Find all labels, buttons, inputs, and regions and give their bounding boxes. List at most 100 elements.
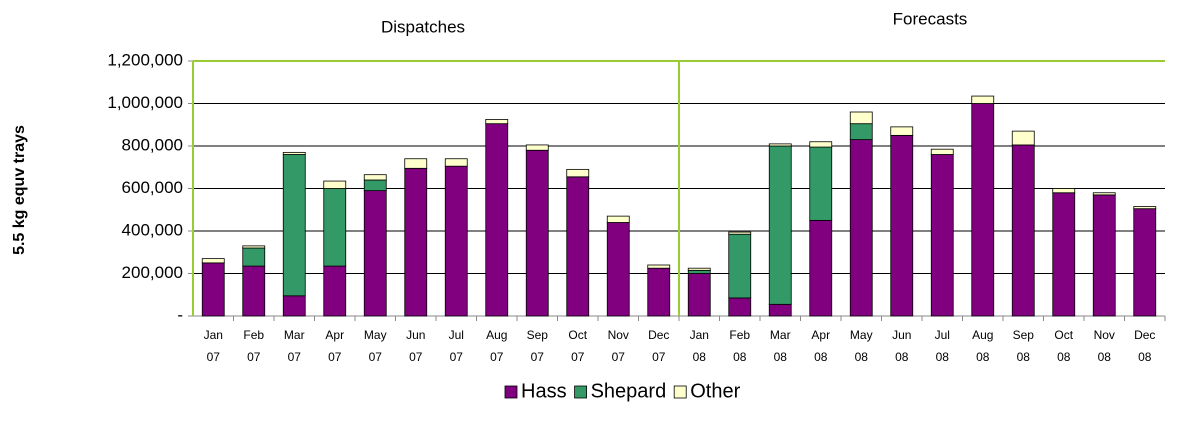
x-tick-label-box: Nov 07 <box>607 328 629 364</box>
x-tick-label: Aug 08 <box>972 328 994 364</box>
bar-segment <box>363 190 387 317</box>
legend-label: Shepard <box>591 380 667 402</box>
x-tick-label-box: Sep 08 <box>1012 328 1034 364</box>
x-tick-label: May 07 <box>363 328 387 364</box>
bar-segment <box>606 215 630 223</box>
y-tick-label: - <box>177 305 183 324</box>
bar-segment <box>525 144 549 151</box>
x-tick-label: Oct 07 <box>568 328 588 364</box>
y-axis-label: 5.5 kg equv trays <box>11 125 28 255</box>
x-tick-label-box: Jan 08 <box>689 328 709 364</box>
bar-segment <box>1011 130 1035 146</box>
x-tick-label-box: Jan 07 <box>204 328 223 364</box>
x-tick-label: Jun 07 <box>406 328 426 364</box>
bar-segment <box>1052 188 1076 194</box>
bar-segment <box>201 258 225 264</box>
bar-segment <box>768 303 792 317</box>
bar-segment <box>485 123 509 317</box>
bar-segment <box>1052 192 1076 317</box>
bar-segment <box>971 103 995 317</box>
bar-segment <box>404 158 428 169</box>
bar-segment <box>930 154 954 317</box>
bar-segment <box>728 233 752 299</box>
bar-segment <box>1133 206 1157 210</box>
y-tick-label: 600,000 <box>122 178 183 197</box>
x-tick-label: Nov 07 <box>607 328 629 364</box>
x-tick-label: Dec 07 <box>648 328 670 364</box>
x-tick-label-box: Dec 07 <box>648 328 670 364</box>
bar-segment <box>728 297 752 317</box>
bar-segment <box>647 267 671 317</box>
x-tick-label: Jan 08 <box>689 328 709 364</box>
bar-segment <box>404 167 428 317</box>
bar-segment <box>1133 208 1157 317</box>
bar-segment <box>606 222 630 317</box>
x-tick-label: Jul 08 <box>934 328 950 364</box>
x-tick-label: Feb 07 <box>243 328 265 364</box>
bar-segment <box>687 269 711 274</box>
bar-segment <box>242 265 266 317</box>
legend-label: Hass <box>521 380 567 402</box>
x-tick-label-box: Oct 08 <box>1054 328 1073 364</box>
bar-segment <box>890 126 914 136</box>
x-tick-label: Mar 08 <box>769 328 791 364</box>
x-tick-label: May 08 <box>849 328 873 364</box>
bar-segment <box>687 267 711 271</box>
bar-segment <box>242 247 266 267</box>
bar-segment <box>363 174 387 181</box>
bar-segment <box>1011 144 1035 317</box>
annotation: Dispatches <box>381 17 465 36</box>
x-tick-label-box: Sep 07 <box>526 328 548 364</box>
x-tick-label-box: Jul 08 <box>934 328 950 364</box>
x-tick-label-box: Dec 08 <box>1134 328 1155 364</box>
y-tick-label: 1,200,000 <box>107 50 183 69</box>
bar-segment <box>849 123 873 141</box>
bar-segment <box>687 273 711 317</box>
x-tick-label: Sep 07 <box>526 328 548 364</box>
x-tick-label-box: Aug 08 <box>972 328 994 364</box>
x-tick-label-box: Jul 07 <box>448 328 464 364</box>
bar-segment <box>323 265 347 317</box>
bar-segment <box>1092 192 1116 196</box>
annotation: Forecasts <box>893 9 968 28</box>
x-tick-label-box: Aug 07 <box>486 328 507 364</box>
bar-segment <box>971 95 995 104</box>
x-tick-label: Jul 07 <box>448 328 464 364</box>
bar-segment <box>809 141 833 148</box>
y-tick-label: 400,000 <box>122 220 183 239</box>
bar-segment <box>444 158 468 167</box>
bar-segment <box>323 188 347 267</box>
bar-segment <box>849 139 873 317</box>
x-tick-label-box: Oct 07 <box>568 328 588 364</box>
y-tick-label: 200,000 <box>122 263 183 282</box>
x-tick-label: Mar 07 <box>283 328 305 364</box>
bar-segment <box>444 165 468 317</box>
x-tick-label-box: Jun 07 <box>406 328 426 364</box>
bar-segment <box>728 231 752 235</box>
x-tick-label-box: Apr 07 <box>325 328 345 364</box>
x-tick-label: Sep 08 <box>1012 328 1034 364</box>
bar-segment <box>282 295 306 317</box>
bar-segment <box>282 151 306 155</box>
x-tick-label-box: Jun 08 <box>892 328 912 364</box>
x-tick-label-box: Nov 08 <box>1093 328 1115 364</box>
bar-segment <box>890 134 914 317</box>
x-tick-label-box: Feb 08 <box>729 328 750 364</box>
x-tick-label: Jun 08 <box>892 328 912 364</box>
x-tick-label-box: May 08 <box>849 328 873 364</box>
bar-segment <box>768 143 792 147</box>
bar-segment <box>323 180 347 189</box>
x-tick-label: Apr 07 <box>325 328 345 364</box>
bar-segment <box>930 148 954 155</box>
legend-swatch <box>504 385 518 399</box>
legend-swatch <box>673 385 687 399</box>
y-tick-label: 800,000 <box>122 135 183 154</box>
x-tick-label: Nov 08 <box>1093 328 1115 364</box>
bar-segment <box>768 145 792 305</box>
bar-segment <box>1092 194 1116 317</box>
bar-segment <box>809 146 833 221</box>
bar-segment <box>485 119 509 125</box>
x-tick-label-box: May 07 <box>363 328 387 364</box>
bar-segment <box>809 219 833 317</box>
